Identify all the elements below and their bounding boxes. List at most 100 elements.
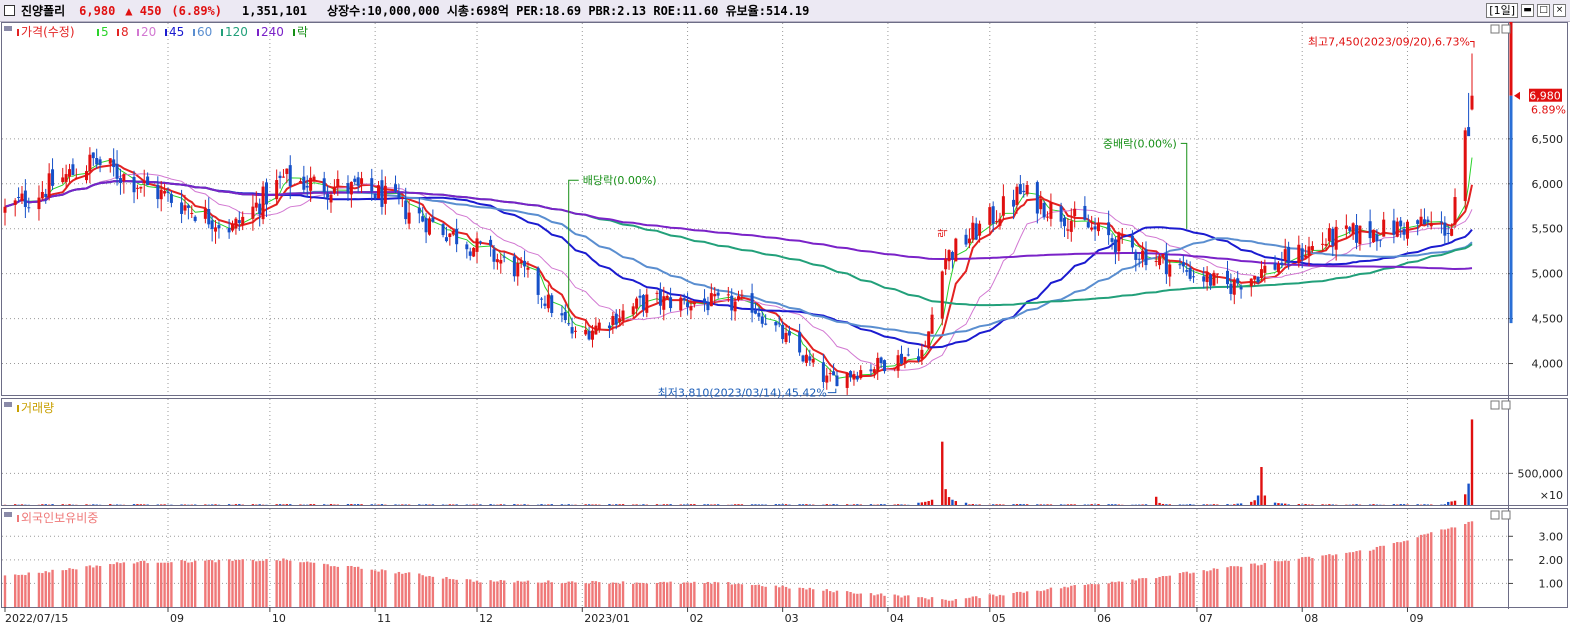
volume-bar: [1110, 504, 1114, 505]
candle-body: [798, 332, 802, 353]
stock-header: 진양폴리 6,980 ▲ 450 (6.89%) 1,351,101 상장수:1…: [0, 0, 1570, 22]
foreign-bar: [574, 582, 577, 607]
volume-bar: [774, 504, 778, 505]
foreign-bar: [234, 559, 238, 607]
foreign-bar: [1188, 573, 1192, 607]
foreign-bar: [1134, 580, 1138, 607]
volume-bar: [1331, 504, 1334, 505]
select-checkbox[interactable]: [4, 5, 15, 16]
period-button[interactable]: [1일]: [1486, 3, 1518, 18]
foreign-bar: [3, 575, 7, 607]
foreign-bar: [1368, 550, 1372, 607]
volume-bar: [204, 504, 207, 505]
candle-body: [1253, 275, 1257, 280]
foreign-bar: [832, 592, 835, 607]
minimize-icon[interactable]: ▬: [1521, 4, 1534, 17]
legend-swatch: [17, 515, 19, 522]
candle-body: [869, 369, 873, 372]
legend-ma-label: 60: [197, 25, 212, 39]
foreign-bar: [502, 580, 506, 607]
foreign-bar: [740, 584, 744, 607]
volume-bar: [1226, 504, 1229, 505]
candle-body: [872, 369, 876, 373]
volume-bar: [706, 504, 710, 505]
volume-bar: [51, 504, 54, 505]
foreign-bar: [1202, 570, 1205, 607]
volume-bar: [275, 504, 278, 505]
legend-price-label: 가격(수정): [21, 25, 75, 39]
foreign-bar: [1019, 591, 1022, 607]
candle-body: [574, 330, 577, 332]
candle-body: [1467, 127, 1471, 137]
volume-bar: [448, 504, 452, 505]
volume-bar: [238, 504, 241, 505]
foreign-bar: [64, 570, 68, 607]
foreign-bar: [1066, 587, 1070, 607]
volume-bar: [686, 504, 689, 505]
candle-body: [3, 206, 7, 213]
candle-body: [23, 190, 27, 207]
legend-handle-icon: [4, 402, 12, 407]
foreign-bar: [302, 562, 306, 607]
x-tick-label: 11: [377, 612, 391, 625]
maximize-icon[interactable]: □: [1537, 4, 1550, 17]
volume-bar: [329, 504, 333, 505]
foreign-bar: [1205, 571, 1209, 607]
foreign-bar: [954, 599, 958, 607]
foreign-bar: [587, 583, 591, 607]
foreign-bar: [227, 559, 231, 607]
candle-body: [689, 306, 693, 311]
volume-tick-label: 500,000: [1518, 467, 1564, 480]
foreign-bar: [1277, 561, 1280, 607]
candle-body: [47, 173, 51, 198]
foreign-bar: [1311, 558, 1314, 607]
candle-body: [1249, 278, 1253, 287]
candle-body: [1161, 254, 1165, 257]
foreign-bar: [944, 599, 947, 607]
candle-body: [404, 200, 408, 220]
foreign-bar: [951, 600, 954, 607]
volume-bar: [798, 504, 801, 505]
foreign-bar: [900, 597, 903, 607]
volume-bar: [472, 504, 475, 505]
volume-bar: [1205, 504, 1209, 505]
foreign-bar: [1392, 543, 1396, 607]
candle-body: [852, 374, 856, 380]
candle-body: [658, 289, 662, 306]
candle-body: [1259, 269, 1263, 278]
volume-bar: [323, 504, 326, 505]
foreign-bar: [526, 580, 530, 607]
volume-bar: [115, 504, 119, 505]
foreign-bar: [187, 562, 190, 607]
close-icon[interactable]: ×: [1553, 4, 1566, 17]
candle-body: [916, 356, 920, 361]
foreign-bar: [13, 574, 17, 607]
volume-bar: [835, 504, 839, 505]
candle-body: [703, 298, 707, 304]
volume-bar: [251, 504, 255, 505]
volume-bar: [163, 504, 166, 505]
foreign-bar: [570, 581, 574, 607]
candle-body: [237, 220, 241, 224]
legend-ma-label: 45: [169, 25, 184, 39]
foreign-bar: [353, 566, 356, 607]
candle-body: [1083, 205, 1087, 220]
foreign-bar: [1022, 592, 1025, 607]
candle-body: [441, 224, 445, 236]
foreign-bar: [404, 572, 407, 607]
candle-body: [502, 256, 506, 258]
candle-body: [139, 186, 143, 189]
candle-body: [74, 177, 78, 180]
foreign-bar: [360, 568, 363, 607]
volume-bar: [299, 504, 302, 505]
volume-bar: [1039, 504, 1042, 505]
foreign-bar: [397, 571, 401, 607]
candle-body: [1331, 228, 1335, 246]
volume-bar: [567, 504, 570, 505]
candle-body: [706, 301, 710, 311]
foreign-bar: [448, 578, 452, 607]
volume-bar: [1059, 504, 1063, 505]
foreign-bar: [431, 576, 435, 607]
candle-body: [397, 192, 401, 199]
candle-body: [98, 159, 102, 165]
